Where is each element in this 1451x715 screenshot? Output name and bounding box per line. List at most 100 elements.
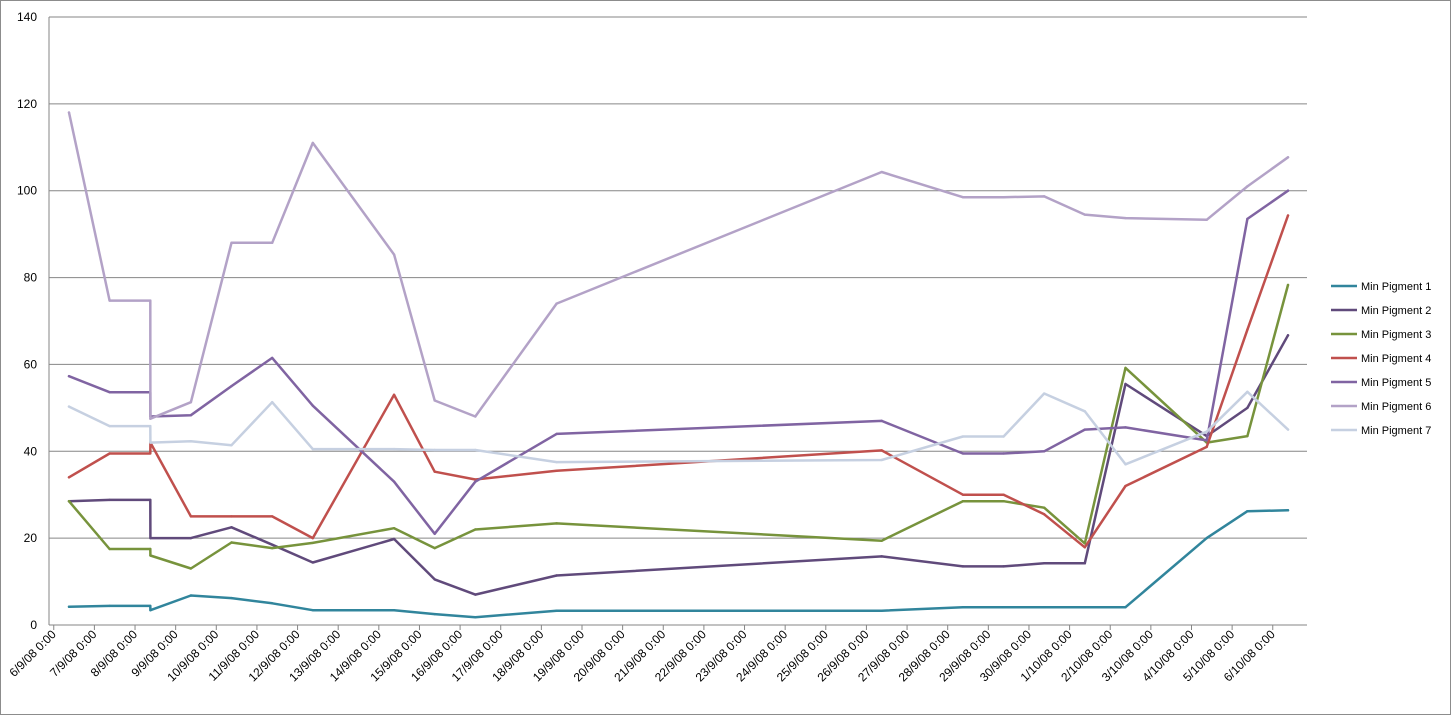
data-point [1286,334,1290,337]
data-point [108,424,111,428]
data-point [149,547,152,551]
legend-item: Min Pigment 2 [1331,305,1431,317]
data-point [1043,195,1046,198]
data-point [1286,189,1290,192]
data-point [149,452,152,455]
data-point [1124,382,1127,386]
data-point [880,170,883,174]
axes [48,17,1307,630]
data-point [433,470,436,473]
data-point [880,449,883,452]
data-point [189,515,193,518]
series-7 [67,390,1290,466]
legend-item: Min Pigment 1 [1331,281,1431,293]
data-point [1246,510,1249,513]
data-point [230,444,233,447]
data-point [270,602,274,605]
data-point [1043,450,1046,453]
data-point [1124,605,1127,609]
data-point [880,539,883,542]
data-point [149,554,152,557]
series-lines [67,111,1290,619]
data-point [474,448,477,452]
data-point [1002,435,1005,438]
data-point [108,604,111,608]
y-tick-label: 20 [24,531,38,545]
data-point [189,536,193,540]
data-point [67,476,71,479]
data-point [1246,185,1249,188]
data-point [67,405,71,408]
data-point [1002,605,1005,609]
legend: Min Pigment 1 Min Pigment 2 Min Pigment 3 M… [1331,281,1431,437]
data-point [1286,509,1290,512]
y-tick-label: 100 [17,184,37,198]
data-point [1002,493,1005,496]
data-point [149,609,152,612]
legend-label: Min Pigment 1 [1361,281,1431,293]
data-point [189,401,193,404]
legend-label: Min Pigment 3 [1361,329,1431,341]
data-point [1205,445,1208,449]
data-point [392,480,396,483]
data-point [270,546,274,550]
data-point [555,469,558,473]
data-point [270,356,274,360]
data-point [1205,218,1208,222]
data-point [392,609,396,612]
data-point [230,515,233,518]
data-point [1286,283,1290,287]
data-point [880,555,883,558]
data-point [108,547,111,551]
data-point [1124,426,1127,429]
data-point [1043,562,1046,565]
data-point [149,417,152,420]
series-line [67,509,1290,619]
data-point [433,612,436,616]
data-point [1043,506,1046,509]
data-point [189,440,193,443]
series-line [67,334,1290,596]
data-point [474,593,477,596]
data-point [1083,542,1087,545]
data-point [189,414,193,417]
data-point [108,391,111,394]
data-point [311,541,314,545]
data-point [433,578,436,581]
data-point [961,565,965,568]
data-point [1205,430,1208,433]
data-point [270,401,274,404]
data-point [392,253,396,256]
data-point [230,526,233,529]
data-point [474,615,477,619]
data-point [1083,546,1087,549]
y-tick-label: 80 [24,271,38,285]
data-point [961,493,965,496]
data-point [1002,500,1005,503]
data-point [270,515,274,518]
data-point [311,609,314,612]
y-tick-label: 0 [30,618,37,632]
data-point [1002,196,1005,199]
y-axis-tick-labels: 0 20 40 60 80 100 120 140 [17,10,37,632]
data-point [149,441,152,444]
data-point [67,500,71,503]
legend-label: Min Pigment 4 [1361,353,1431,365]
data-point [433,399,436,402]
data-point [1286,428,1290,431]
data-point [474,415,477,418]
data-point [961,435,965,438]
series-5 [67,189,1290,536]
legend-label: Min Pigment 7 [1361,425,1431,437]
data-point [108,498,111,502]
data-point [230,241,233,245]
data-point [1083,410,1087,413]
series-line [67,283,1290,570]
data-point [189,594,193,597]
legend-item: Min Pigment 4 [1331,353,1431,365]
data-point [230,384,233,388]
data-point [1246,406,1249,410]
data-point [230,541,233,544]
data-point [392,393,396,397]
